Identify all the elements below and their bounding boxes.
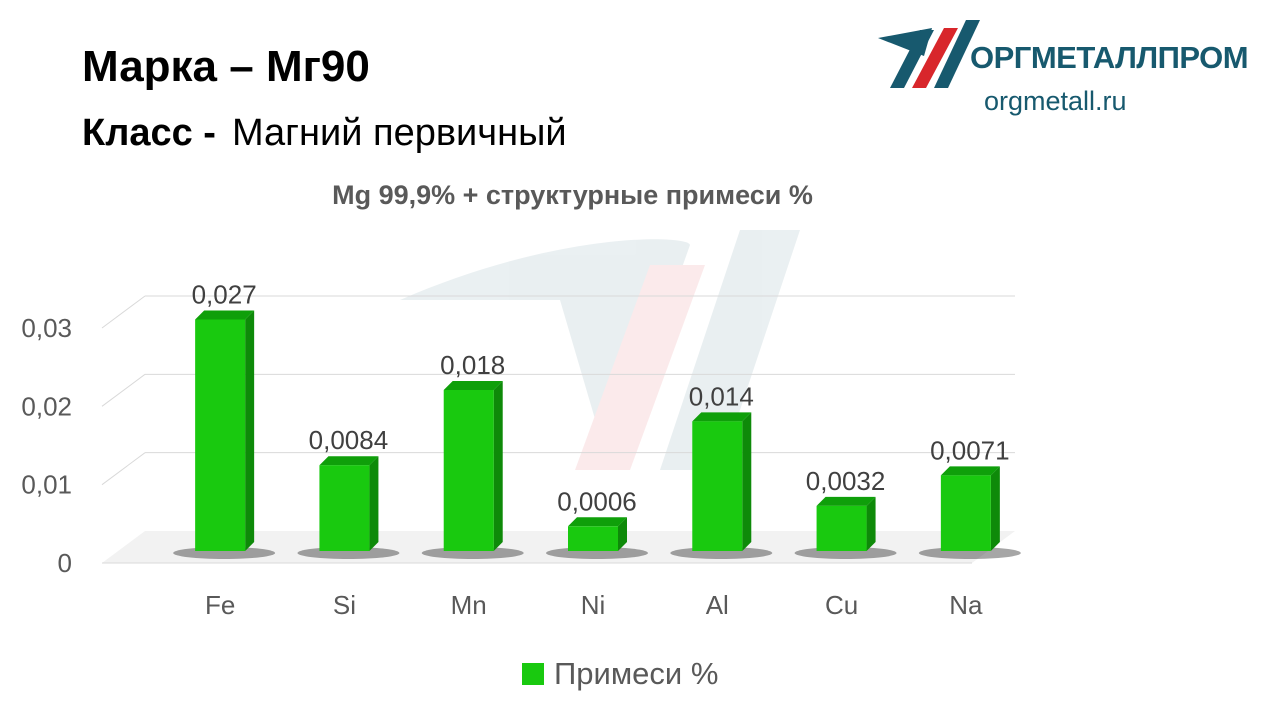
y-tick-label: 0,03 — [21, 313, 72, 343]
bar-top — [319, 456, 379, 466]
bar-al: 0,014 — [670, 381, 773, 559]
bar-side — [618, 517, 627, 551]
bar-side — [369, 456, 379, 551]
x-axis: Fe Si Mn Ni Al Cu Na — [205, 590, 983, 620]
bar-cu: 0,0032 — [794, 466, 897, 559]
bar-face — [940, 475, 991, 551]
y-tick-label: 0,02 — [21, 391, 72, 421]
y-axis: 0 0,01 0,02 0,03 — [21, 313, 972, 578]
data-label: 0,018 — [440, 350, 505, 380]
bar-top — [443, 381, 503, 390]
legend: Примеси % — [522, 656, 718, 692]
logo-url[interactable]: orgmetall.ru — [984, 86, 1127, 116]
data-label: 0,0032 — [806, 466, 886, 496]
data-label: 0,027 — [192, 280, 257, 310]
bar-side — [866, 496, 876, 551]
legend-label: Примеси % — [554, 656, 719, 691]
bar-na: 0,0071 — [918, 435, 1021, 559]
chart-title: Mg 99,9% + структурные примеси % — [332, 180, 813, 210]
legend-swatch — [522, 663, 544, 685]
bar-face — [319, 465, 370, 551]
x-tick-label: Cu — [825, 590, 858, 620]
bar-face — [443, 390, 494, 551]
x-tick-label: Fe — [205, 590, 235, 620]
x-tick-label: Na — [949, 590, 983, 620]
bar-side — [245, 310, 255, 551]
data-label: 0,014 — [689, 381, 754, 411]
bar-side — [742, 412, 752, 551]
bar-top — [692, 412, 752, 422]
bar-top — [195, 310, 255, 320]
bar-side — [493, 381, 503, 551]
y-tick-label: 0 — [58, 548, 72, 578]
bar-top — [568, 517, 627, 527]
bar-top — [940, 466, 1000, 476]
y-tick-label: 0,01 — [21, 470, 72, 500]
bars-group: 0,027 0,0084 0,018 0,0006 0,014 0,0032 0,0071 — [173, 280, 1021, 559]
logo-name: ОРГМЕТАЛЛПРОМ — [970, 40, 1249, 75]
bar-si: 0,0084 — [297, 425, 400, 559]
bar-side — [990, 466, 1000, 551]
class-value: Магний первичный — [231, 112, 567, 154]
bar-face — [568, 526, 618, 551]
class-heading: Класс - Магний первичный — [82, 112, 567, 155]
bar-fe: 0,027 — [173, 280, 276, 559]
data-label: 0,0006 — [557, 486, 637, 516]
data-label: 0,0084 — [309, 425, 389, 455]
x-tick-label: Si — [333, 590, 356, 620]
x-tick-label: Ni — [581, 590, 606, 620]
bar-ni: 0,0006 — [546, 486, 648, 559]
x-tick-label: Mn — [451, 590, 487, 620]
bar-face — [692, 421, 743, 551]
bar-mn: 0,018 — [421, 350, 524, 559]
bar-top — [816, 496, 876, 506]
gridline-side — [101, 452, 146, 486]
gridline-side — [101, 373, 146, 407]
gridline-side — [101, 295, 146, 329]
x-tick-label: Al — [706, 590, 729, 620]
class-label: Класс - — [82, 112, 216, 154]
brand-heading: Марка – Мг90 — [82, 42, 370, 91]
bar-face — [195, 319, 246, 551]
bar-face — [816, 505, 867, 551]
data-label: 0,0071 — [930, 435, 1010, 465]
logo-watermark-icon — [400, 230, 800, 470]
logo-emblem-icon — [878, 20, 980, 88]
